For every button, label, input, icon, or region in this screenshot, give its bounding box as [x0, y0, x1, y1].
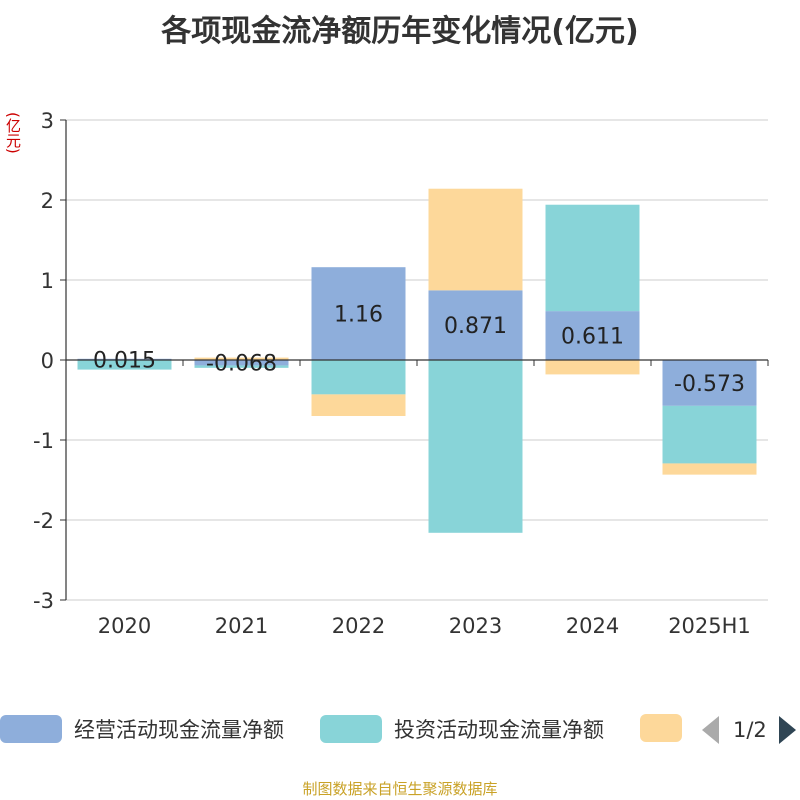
bar-s2-2023 [428, 360, 523, 533]
legend-item-investing[interactable]: 投资活动现金流量净额 [320, 714, 604, 744]
legend-label-operating: 经营活动现金流量净额 [74, 718, 284, 742]
legend-page-indicator: 1/2 [733, 718, 767, 742]
y-tick-label: 1 [41, 269, 54, 293]
data-label: -0.573 [674, 372, 745, 397]
bar-s1-2023 [428, 290, 523, 360]
bar-s3-2021 [194, 357, 289, 360]
source-note: 制图数据来自恒生聚源数据库 [302, 780, 498, 798]
bar-s2-2021 [194, 365, 289, 368]
bar-s2-2024 [545, 204, 640, 312]
bar-s1-2021 [194, 360, 289, 366]
y-tick-label: 0 [41, 349, 54, 373]
legend-label-investing: 投资活动现金流量净额 [394, 718, 604, 742]
legend-swatch-investing [320, 715, 382, 743]
bar-s2-2025H1 [662, 405, 757, 464]
data-label: 0.871 [444, 314, 507, 339]
data-label: 0.611 [561, 325, 624, 350]
bar-s3-2025H1 [662, 463, 757, 475]
x-tick-label: 2024 [566, 614, 619, 638]
legend-pager: 1/2 [702, 716, 796, 744]
y-tick-label: -1 [33, 429, 54, 453]
y-tick-label: -3 [33, 589, 54, 613]
legend-item-third-series[interactable] [640, 714, 682, 742]
bar-s2-2022 [311, 360, 406, 395]
bar-s3-2023 [428, 188, 523, 291]
x-tick-label: 2025H1 [668, 614, 751, 638]
bar-s3-2024 [545, 360, 640, 375]
bar-s1-2022 [311, 267, 406, 360]
x-tick-label: 2021 [215, 614, 268, 638]
chart-title: 各项现金流净额历年变化情况(亿元) [161, 14, 639, 49]
legend-next-page-icon[interactable] [778, 716, 796, 744]
y-axis-unit-label: (亿元) [4, 112, 22, 154]
x-tick-label: 2020 [98, 614, 151, 638]
y-tick-label: 2 [41, 189, 54, 213]
data-label: -0.068 [206, 352, 277, 377]
y-tick-label: 3 [41, 109, 54, 133]
bar-s3-2022 [311, 394, 406, 416]
data-label: 1.16 [334, 303, 383, 328]
legend-item-operating[interactable]: 经营活动现金流量净额 [0, 714, 284, 744]
legend-swatch-operating [0, 715, 62, 743]
data-label: 0.015 [93, 348, 156, 373]
y-tick-label: -2 [33, 509, 54, 533]
legend-prev-page-icon[interactable] [702, 716, 719, 744]
bar-s1-2025H1 [662, 360, 757, 406]
bar-s1-2024 [545, 311, 640, 360]
x-tick-label: 2023 [449, 614, 502, 638]
x-tick-label: 2022 [332, 614, 385, 638]
bar-s2-2020 [77, 360, 172, 370]
legend-swatch-third-series [640, 714, 682, 742]
